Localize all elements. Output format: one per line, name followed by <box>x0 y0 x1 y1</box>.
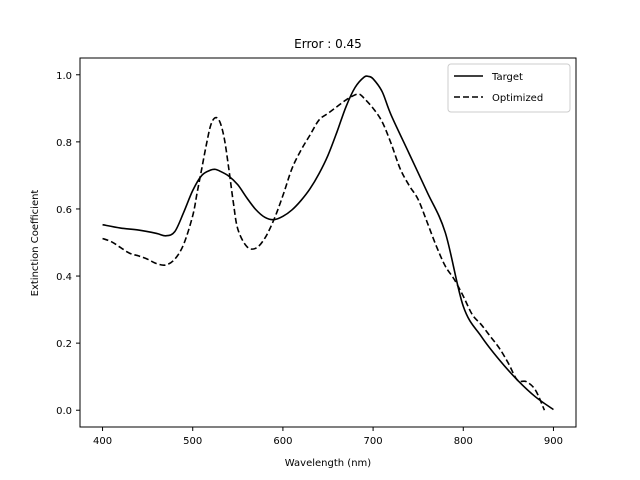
plot-area <box>79 57 577 428</box>
y-tick-label: 0.0 <box>56 406 72 417</box>
y-tick-label: 0.4 <box>56 272 72 283</box>
x-tick-label: 600 <box>273 436 292 447</box>
x-axis-label: Wavelength (nm) <box>285 458 371 469</box>
x-tick-label: 900 <box>544 436 563 447</box>
legend-label-optimized: Optimized <box>492 93 543 104</box>
series-line-target <box>102 75 554 411</box>
series-line-optimized <box>102 93 546 411</box>
chart-title: Error : 0.45 <box>294 37 362 51</box>
y-axis-label: Extinction Coefficient <box>30 190 41 297</box>
y-tick-label: 0.6 <box>56 205 72 216</box>
x-tick-label: 500 <box>183 436 202 447</box>
y-tick-label: 0.2 <box>56 339 72 350</box>
series-layer <box>102 75 554 411</box>
x-tick-label: 400 <box>93 436 112 447</box>
x-ticks: 400 500 600 700 800 900 <box>93 427 563 447</box>
x-tick-label: 700 <box>364 436 383 447</box>
y-tick-label: 1.0 <box>56 71 72 82</box>
x-tick-label: 800 <box>454 436 473 447</box>
legend: Target Optimized <box>447 63 571 113</box>
y-ticks: 0.0 0.2 0.4 0.6 0.8 1.0 <box>56 71 80 417</box>
y-tick-label: 0.8 <box>56 138 72 149</box>
legend-label-target: Target <box>491 72 523 83</box>
